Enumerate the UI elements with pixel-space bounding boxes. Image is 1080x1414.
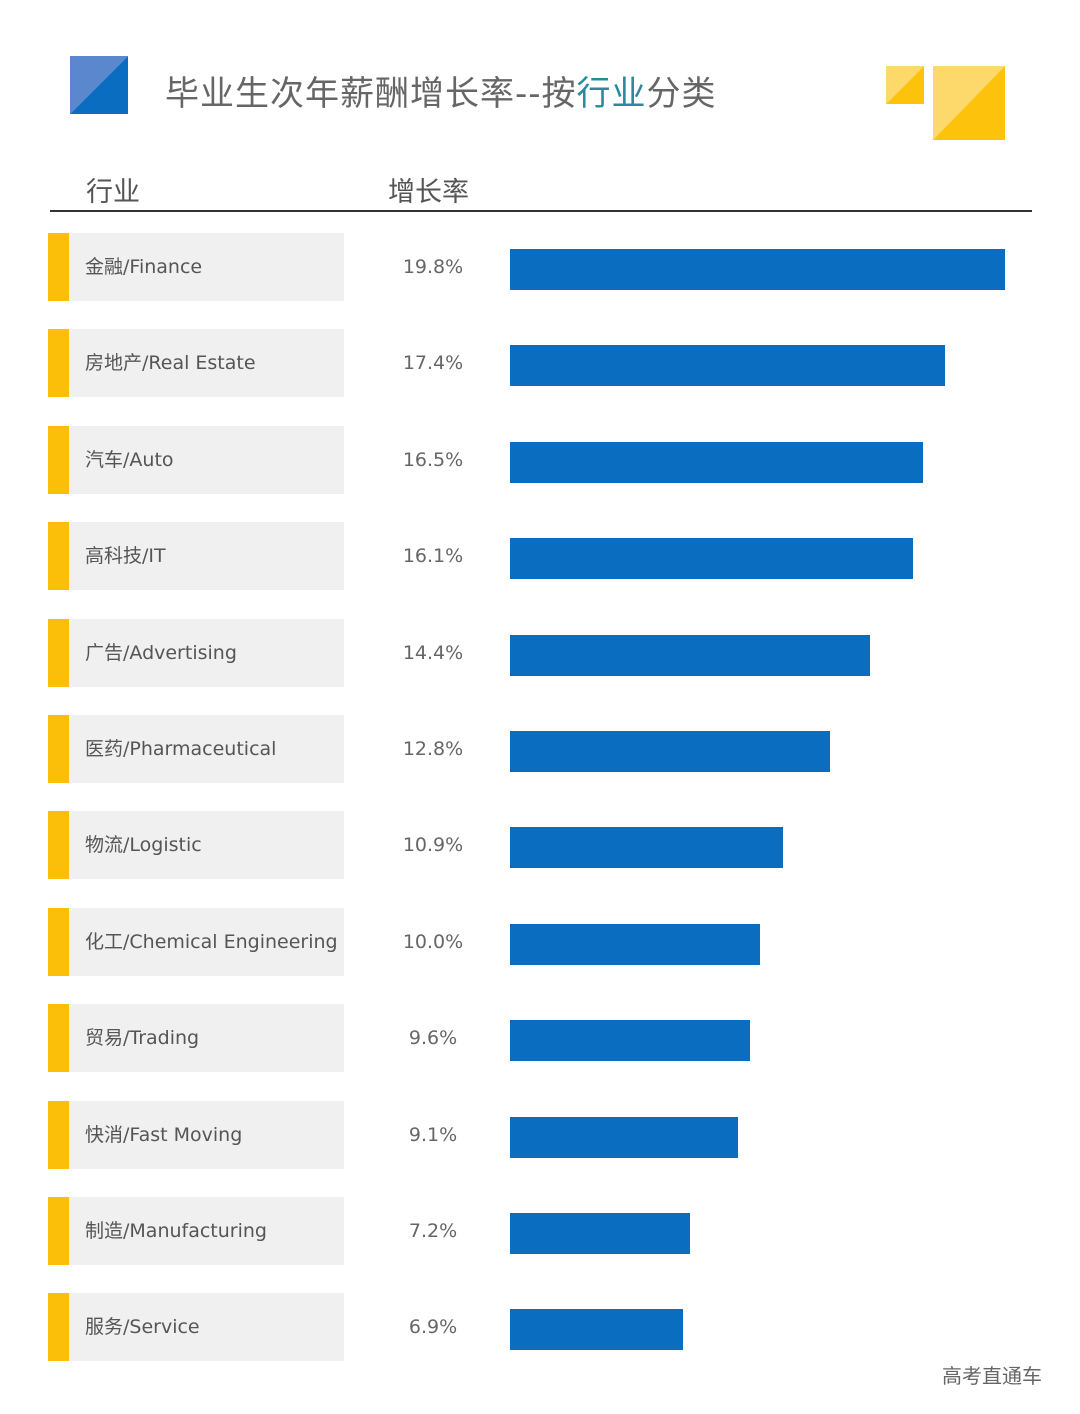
- bar-row: 房地产/Real Estate 17.4%: [48, 329, 1018, 398]
- growth-rate-value: 16.1%: [402, 545, 464, 568]
- row-accent-marker: [48, 1293, 69, 1362]
- bar-row: 高科技/IT 16.1%: [48, 522, 1018, 591]
- bar-row: 化工/Chemical Engineering 10.0%: [48, 907, 1018, 976]
- industry-label: 制造/Manufacturing: [85, 1220, 267, 1242]
- row-accent-marker: [48, 618, 69, 687]
- row-label-box: 金融/Finance: [69, 233, 344, 301]
- growth-bar: [510, 538, 913, 580]
- row-accent-marker: [48, 715, 69, 783]
- row-label-box: 化工/Chemical Engineering: [69, 907, 344, 976]
- growth-rate-value: 16.5%: [402, 448, 464, 471]
- industry-label: 快消/Fast Moving: [85, 1123, 243, 1146]
- growth-bar: [510, 1309, 683, 1351]
- bar-row: 医药/Pharmaceutical 12.8%: [48, 715, 1018, 783]
- title-highlight: 行业: [576, 74, 647, 114]
- industry-label: 物流/Logistic: [85, 834, 202, 857]
- industry-label: 医药/Pharmaceutical: [85, 738, 277, 760]
- column-header-industry: 行业: [86, 177, 140, 208]
- row-accent-marker: [48, 811, 69, 880]
- bar-row: 快消/Fast Moving 9.1%: [48, 1100, 1018, 1169]
- growth-rate-value: 9.6%: [408, 1027, 458, 1050]
- industry-label: 广告/Advertising: [85, 641, 237, 664]
- industry-label: 高科技/IT: [85, 545, 166, 568]
- row-label-box: 快消/Fast Moving: [69, 1100, 344, 1169]
- row-accent-marker: [48, 1004, 69, 1073]
- industry-label: 汽车/Auto: [85, 448, 174, 471]
- row-label-box: 制造/Manufacturing: [69, 1197, 344, 1265]
- growth-rate-value: 19.8%: [402, 256, 464, 278]
- growth-rate-value: 12.8%: [402, 738, 464, 760]
- growth-rate-value: 10.0%: [402, 930, 464, 953]
- bar-row: 汽车/Auto 16.5%: [48, 425, 1018, 494]
- growth-bar: [510, 634, 870, 676]
- growth-bar: [510, 1116, 738, 1158]
- row-label-box: 高科技/IT: [69, 522, 344, 591]
- title-prefix: 毕业生次年薪酬增长率--按: [165, 74, 577, 114]
- growth-bar: [510, 1213, 690, 1254]
- row-accent-marker: [48, 1100, 69, 1169]
- title-suffix: 分类: [646, 74, 717, 114]
- growth-rate-value: 9.1%: [408, 1123, 458, 1146]
- growth-bar: [510, 1020, 750, 1062]
- growth-bar: [510, 345, 945, 387]
- row-label-box: 医药/Pharmaceutical: [69, 715, 344, 783]
- industry-label: 房地产/Real Estate: [85, 352, 256, 375]
- growth-rate-value: 17.4%: [402, 352, 464, 375]
- chart-title: 毕业生次年薪酬增长率--按行业分类: [165, 66, 717, 115]
- title-logo-icon: [70, 56, 128, 114]
- column-header-rate: 增长率: [388, 177, 469, 208]
- growth-rate-value: 14.4%: [402, 641, 464, 664]
- industry-label: 化工/Chemical Engineering: [85, 930, 338, 953]
- row-label-box: 房地产/Real Estate: [69, 329, 344, 398]
- row-label-box: 服务/Service: [69, 1293, 344, 1362]
- row-label-box: 贸易/Trading: [69, 1004, 344, 1073]
- growth-rate-value: 10.9%: [402, 834, 464, 857]
- row-label-box: 汽车/Auto: [69, 425, 344, 494]
- growth-bar: [510, 923, 760, 965]
- bar-row: 广告/Advertising 14.4%: [48, 618, 1018, 687]
- row-accent-marker: [48, 907, 69, 976]
- row-accent-marker: [48, 233, 69, 301]
- row-accent-marker: [48, 329, 69, 398]
- watermark: 高考直通车: [942, 1364, 1042, 1388]
- bar-row: 服务/Service 6.9%: [48, 1293, 1018, 1362]
- row-label-box: 物流/Logistic: [69, 811, 344, 880]
- bar-row: 贸易/Trading 9.6%: [48, 1004, 1018, 1073]
- bar-row: 制造/Manufacturing 7.2%: [48, 1197, 1018, 1265]
- decorative-square-large-icon: [933, 66, 1005, 140]
- decorative-square-small-icon: [886, 66, 924, 104]
- industry-label: 服务/Service: [85, 1316, 200, 1339]
- growth-bar: [510, 827, 783, 869]
- growth-bar: [510, 249, 1005, 290]
- bar-row: 金融/Finance 19.8%: [48, 233, 1018, 301]
- header-divider: [50, 210, 1032, 212]
- growth-rate-value: 7.2%: [408, 1220, 458, 1242]
- growth-rate-value: 6.9%: [408, 1316, 458, 1339]
- row-accent-marker: [48, 425, 69, 494]
- row-label-box: 广告/Advertising: [69, 618, 344, 687]
- row-accent-marker: [48, 522, 69, 591]
- industry-label: 贸易/Trading: [85, 1027, 200, 1050]
- bar-row: 物流/Logistic 10.9%: [48, 811, 1018, 880]
- industry-label: 金融/Finance: [85, 256, 203, 278]
- row-accent-marker: [48, 1197, 69, 1265]
- growth-bar: [510, 441, 923, 483]
- growth-bar: [510, 731, 830, 772]
